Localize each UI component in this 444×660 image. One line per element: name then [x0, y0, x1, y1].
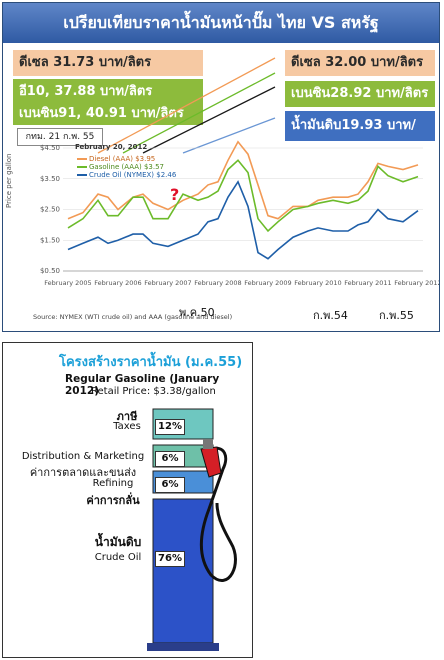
pump-connector — [203, 439, 213, 449]
us-crude-box: น้ำมันดิบ19.93 บาท/ลิตร — [285, 111, 435, 163]
pump-svg — [147, 408, 237, 651]
pct-taxes: 12% — [155, 419, 185, 435]
legend-gasoline: Gasoline (AAA) $3.57 — [89, 163, 164, 171]
legend-diesel: Diesel (AAA) $3.95 — [89, 155, 156, 163]
x-tick-label: February 2010 — [294, 279, 341, 287]
pump-base — [147, 643, 219, 651]
panel-title: เปรียบเทียบราคาน้ำมันหน้าปั๊ม ไทย VS สหร… — [3, 3, 439, 43]
chart-source: Source: NYMEX (WTI crude oil) and AAA (g… — [33, 313, 233, 321]
hose — [199, 446, 237, 582]
question-mark: ? — [170, 185, 180, 204]
x-tick-label: February 2012 — [394, 279, 439, 287]
price-structure-panel: โครงสร้างราคาน้ำมัน (ม.ค.55) Regular Gas… — [2, 342, 253, 658]
structure-subtitle: Regular Gasoline (January 2012) — [65, 373, 220, 397]
x-tick-label: February 2009 — [244, 279, 291, 287]
y-tick-label: $0.50 — [40, 267, 60, 275]
gasoline-line — [67, 159, 419, 233]
x-tick-label: February 2007 — [144, 279, 191, 287]
x-tick-label: February 2006 — [94, 279, 141, 287]
x-tick-label: February 2008 — [194, 279, 241, 287]
y-tick-label: $4.50 — [40, 144, 60, 152]
price-comparison-panel: เปรียบเทียบราคาน้ำมันหน้าปั๊ม ไทย VS สหร… — [2, 2, 440, 332]
crude-connector — [182, 117, 276, 154]
crude-en: Crude Oil — [94, 552, 142, 563]
label-mar50: พ.ค.50 — [179, 306, 215, 319]
distribution-en: Distribution & Marketing — [21, 451, 145, 462]
y-tick-label: $1.50 — [40, 236, 60, 244]
taxes-thai: ภาษี — [116, 410, 138, 423]
x-tick-label: February 2005 — [44, 279, 91, 287]
thai-e10-label: อี10, 37.88 บาท/ลิตร — [19, 84, 153, 99]
legend-crude: Crude Oil (NYMEX) $2.46 — [89, 171, 177, 179]
y-tick-label: $2.50 — [40, 206, 60, 214]
structure-title: โครงสร้างราคาน้ำมัน (ม.ค.55) — [59, 355, 243, 370]
chart-title: February 20, 2012 — [75, 143, 148, 151]
us-gasoline-box: เบนซิน28.92 บาท/ลิตร — [285, 81, 435, 107]
refining-thai: ค่าการกลั่น — [86, 494, 140, 507]
diesel-connector — [97, 57, 276, 154]
taxes-en: Taxes — [113, 421, 141, 432]
retail-price: Retail Price: $3.38/gallon — [91, 386, 216, 397]
thai-benzin91-label: เบนซิน91, 40.91 บาท/ลิตร — [19, 106, 184, 121]
thai-gasoline-box: อี10, 37.88 บาท/ลิตร เบนซิน91, 40.91 บาท… — [13, 79, 203, 125]
gasoline-connector — [142, 86, 276, 154]
thai-diesel-box: ดีเซล 31.73 บาท/ลิตร — [13, 50, 203, 76]
green-connector — [122, 72, 276, 154]
pct-distribution: 6% — [155, 451, 185, 467]
crude-line — [67, 180, 419, 260]
pct-refining: 6% — [155, 477, 185, 493]
x-tick-label: February 2011 — [344, 279, 391, 287]
bangkok-date-label: กทม. 21 ก.พ. 55 — [17, 128, 103, 146]
diesel-line — [67, 140, 419, 220]
y-axis-label: Price per gallon — [5, 153, 13, 209]
pct-crude: 76% — [155, 551, 185, 567]
label-feb54: ก.พ.54 — [313, 309, 348, 322]
distribution-thai: ค่าการตลาดและขนส่ง — [29, 466, 137, 479]
us-diesel-box: ดีเซล 32.00 บาท/ลิตร — [285, 50, 435, 76]
crude-thai: น้ำมันดิบ — [94, 535, 142, 549]
y-tick-label: $3.50 — [40, 175, 60, 183]
label-feb55: ก.พ.55 — [379, 309, 414, 322]
refining-en: Refining — [92, 478, 134, 489]
